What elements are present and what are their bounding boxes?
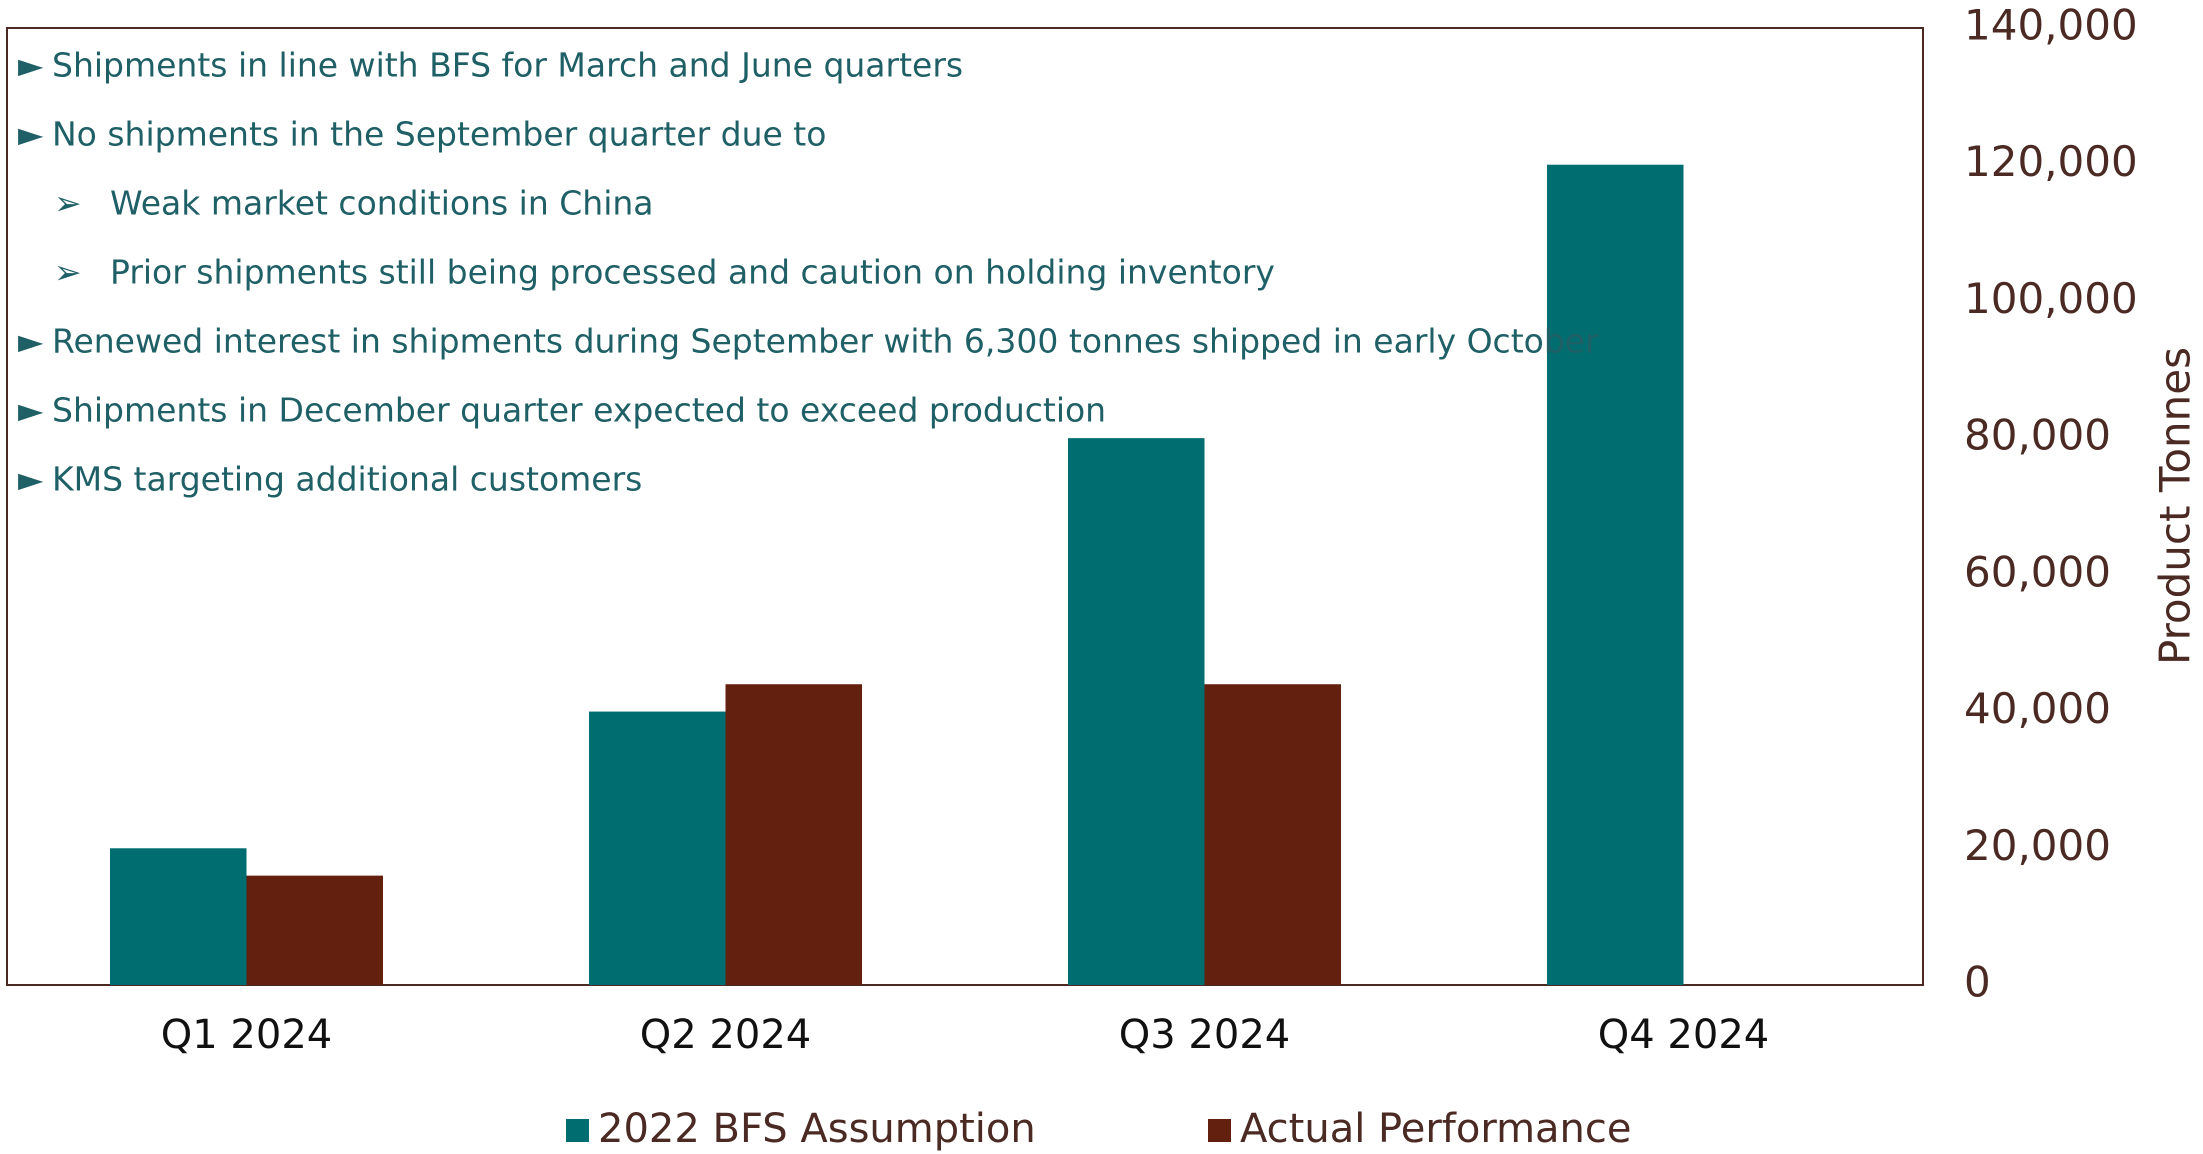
bar [246,875,384,985]
legend-label: Actual Performance [1240,1106,1632,1152]
bullet-marker: ► [18,391,44,430]
legend-label: 2022 BFS Assumption [598,1106,1036,1152]
x-tick-label: Q1 2024 [161,1012,332,1058]
bullet-marker: ➢ [54,253,82,292]
annotation: No shipments in the September quarter du… [52,115,826,154]
y-tick-label: 20,000 [1964,821,2111,870]
bar [1546,164,1684,985]
bar [109,848,247,985]
y-tick-label: 120,000 [1964,137,2138,186]
annotation: Renewed interest in shipments during Sep… [52,322,1599,361]
annotation: Weak market conditions in China [110,184,654,223]
annotation: Shipments in line with BFS for March and… [52,46,963,85]
y-tick-label: 40,000 [1964,684,2111,733]
plot-frame [6,27,1924,986]
bar [1067,438,1205,986]
y-tick-label: 60,000 [1964,547,2111,596]
x-tick-label: Q4 2024 [1598,1012,1769,1058]
annotation: Shipments in December quarter expected t… [52,391,1106,430]
bullet-marker: ► [18,322,44,361]
x-tick-label: Q2 2024 [640,1012,811,1058]
y-tick-label: 80,000 [1964,411,2111,460]
y-axis-label: Product Tonnes [2151,347,2200,665]
legend-swatch [1208,1119,1231,1142]
legend-swatch [566,1119,589,1142]
annotation: Prior shipments still being processed an… [110,253,1275,292]
annotation: KMS targeting additional customers [52,460,642,499]
y-tick-label: 100,000 [1964,274,2138,323]
bullet-marker: ► [18,115,44,154]
bullet-marker: ➢ [54,184,82,223]
bar [725,684,863,985]
bullet-marker: ► [18,46,44,85]
bullet-marker: ► [18,460,44,499]
bar [588,711,726,985]
bar [1204,684,1342,985]
y-tick-label: 0 [1964,958,1991,1007]
x-tick-label: Q3 2024 [1119,1012,1290,1058]
y-tick-label: 140,000 [1964,1,2138,50]
